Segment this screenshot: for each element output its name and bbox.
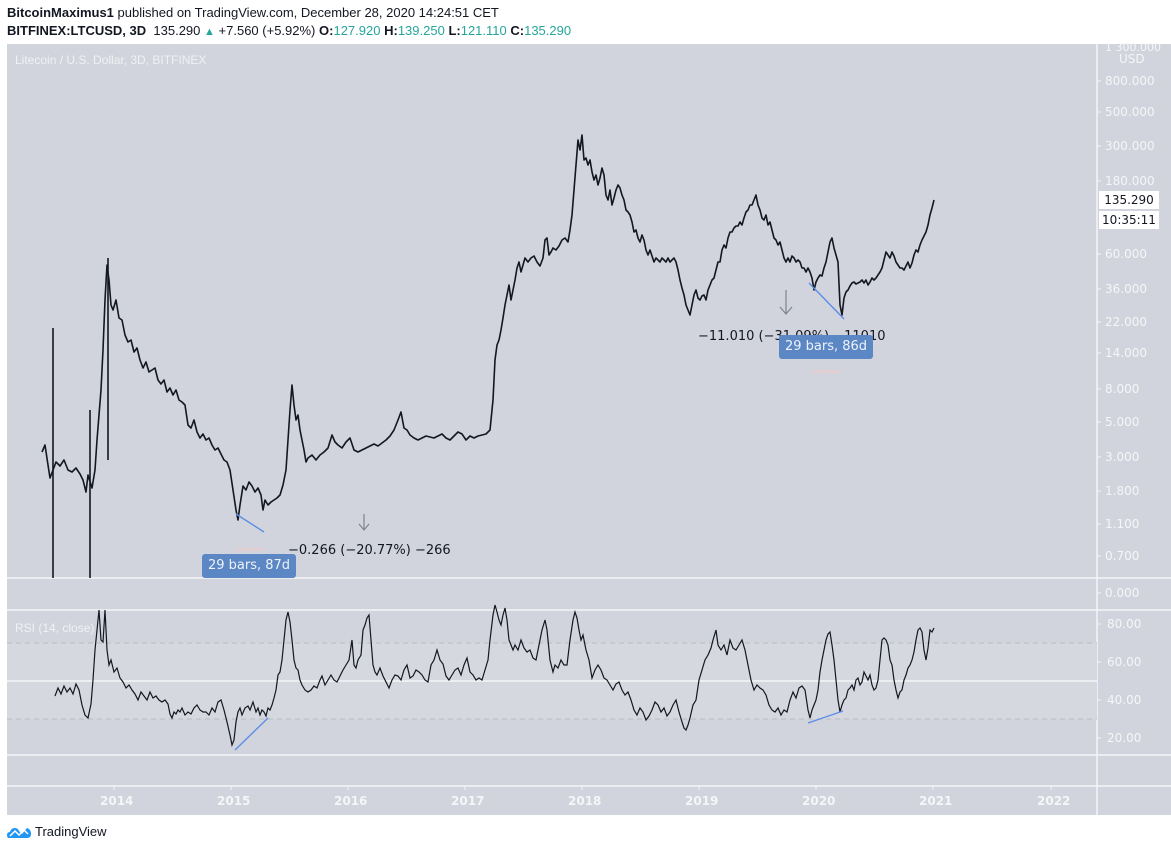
rsi-series xyxy=(54,604,935,748)
close-label: C: xyxy=(510,23,525,38)
open-value: 127.920 xyxy=(333,23,381,38)
year-label: 2018 xyxy=(568,794,602,808)
rsi-label: 20.00 xyxy=(1107,731,1142,745)
price-label: 500.000 xyxy=(1105,105,1155,119)
year-label: 2022 xyxy=(1037,794,1071,808)
published-text: published on TradingView.com, December 2… xyxy=(117,5,499,20)
measure-marker xyxy=(813,370,840,373)
price-change: +7.560 (+5.92%) xyxy=(218,23,316,38)
publish-info: BitcoinMaximus1 published on TradingView… xyxy=(7,5,499,20)
measure-box-2020[interactable]: 29 bars, 86d xyxy=(779,335,873,359)
high-value: 139.250 xyxy=(397,23,445,38)
measure-marker xyxy=(237,548,263,551)
open-label: O: xyxy=(319,23,334,38)
price-label: 3.000 xyxy=(1105,450,1140,464)
year-label: 2014 xyxy=(100,794,134,808)
trendline-2015-rsi[interactable] xyxy=(234,717,269,751)
symbol-label: BITFINEX:LTCUSD, 3D xyxy=(7,23,147,38)
up-triangle-icon: ▲ xyxy=(204,26,215,38)
measure-text-2015: −0.266 (−20.77%) −266 xyxy=(288,543,451,558)
year-label: 2015 xyxy=(217,794,251,808)
year-label: 2019 xyxy=(685,794,719,808)
price-label: 800.000 xyxy=(1105,74,1155,88)
price-label: 180.000 xyxy=(1105,174,1155,188)
price-label: 60.000 xyxy=(1105,247,1147,261)
price-series xyxy=(41,134,935,578)
countdown-tag: 10:35:11 xyxy=(1099,211,1159,229)
rsi-label: 40.00 xyxy=(1107,693,1142,707)
year-label: 2021 xyxy=(919,794,953,808)
price-label: 300.000 xyxy=(1105,139,1155,153)
tradingview-cloud-icon xyxy=(7,827,31,838)
arrow-down-icon xyxy=(358,514,370,531)
year-label: 2016 xyxy=(334,794,368,808)
price-label: 0.700 xyxy=(1105,549,1140,563)
trendline-2020-price[interactable] xyxy=(808,282,845,320)
price-axis-ticks xyxy=(1097,80,1101,739)
year-label: 2020 xyxy=(802,794,836,808)
price-label: 5.000 xyxy=(1105,415,1140,429)
price-label: 8.000 xyxy=(1105,382,1140,396)
trendline-2015-price[interactable] xyxy=(235,513,265,533)
arrow-down-icon xyxy=(779,290,793,315)
rsi-label: 60.00 xyxy=(1107,655,1142,669)
price-label: 22.000 xyxy=(1105,315,1147,329)
close-value: 135.290 xyxy=(524,23,572,38)
low-value: 121.110 xyxy=(460,23,507,38)
measure-box-2015[interactable]: 29 bars, 87d xyxy=(202,554,296,578)
price-label: 0.000 xyxy=(1105,586,1140,600)
time-axis-ticks xyxy=(113,786,1052,790)
symbol-info: BITFINEX:LTCUSD, 3D 135.290 ▲ +7.560 (+5… xyxy=(7,23,571,38)
rsi-title: RSI (14, close) xyxy=(15,621,95,635)
rsi-label: 80.00 xyxy=(1107,617,1142,631)
brand-name: TradingView xyxy=(35,824,107,839)
last-price: 135.290 xyxy=(153,23,201,38)
chart-title: Litecoin / U.S. Dollar, 3D, BITFINEX xyxy=(15,53,207,67)
trendline-2020-rsi[interactable] xyxy=(807,710,844,724)
price-label: 14.000 xyxy=(1105,346,1147,360)
price-label: 1.100 xyxy=(1105,517,1140,531)
currency-label: USD xyxy=(1119,52,1145,66)
author-name[interactable]: BitcoinMaximus1 xyxy=(7,5,114,20)
price-label: 36.000 xyxy=(1105,282,1147,296)
current-price-tag: 135.290 xyxy=(1099,191,1159,209)
price-label: 1.800 xyxy=(1105,484,1140,498)
low-label: L: xyxy=(448,23,461,38)
high-label: H: xyxy=(384,23,398,38)
year-label: 2017 xyxy=(451,794,485,808)
price-label-top: 1 300.000 xyxy=(1105,41,1161,54)
tradingview-logo[interactable]: TradingView xyxy=(7,824,107,839)
